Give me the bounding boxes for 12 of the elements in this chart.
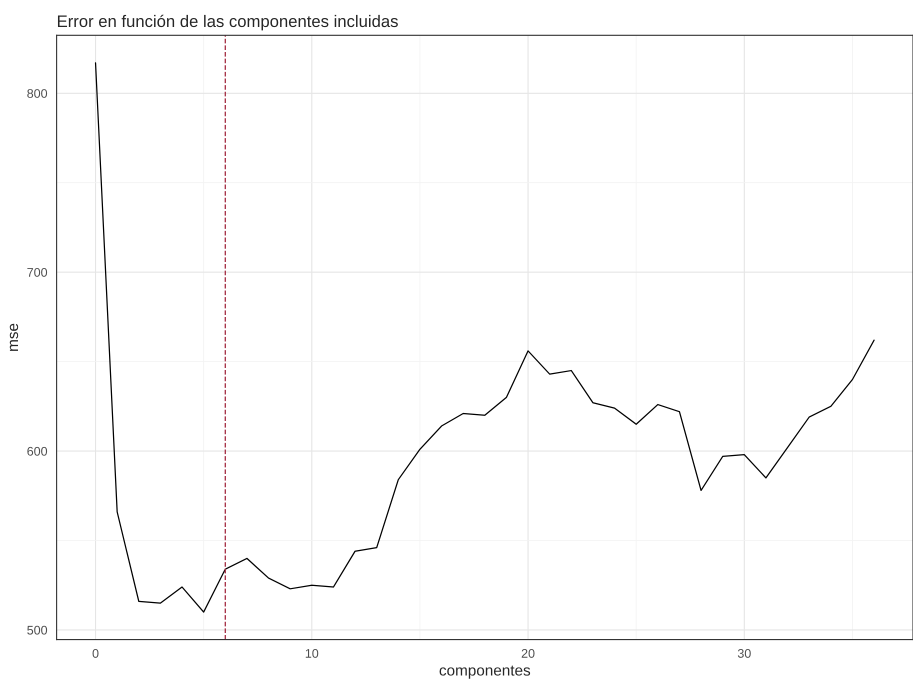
y-axis-title: mse bbox=[10, 324, 18, 351]
x-axis-title: componentes bbox=[440, 666, 530, 679]
y-tick-label: 700 bbox=[27, 268, 48, 277]
y-tick-label: 600 bbox=[27, 446, 48, 456]
y-tick-label: 500 bbox=[27, 626, 48, 635]
chart-title: Error en función de las componentes incluidas bbox=[58, 14, 398, 30]
line-series bbox=[94, 62, 875, 613]
x-tick-label: 20 bbox=[522, 648, 535, 658]
x-tick-label: 30 bbox=[738, 648, 751, 658]
x-tick-label: 0 bbox=[92, 648, 99, 658]
x-tick-label: 10 bbox=[306, 648, 318, 658]
y-tick-label: 800 bbox=[27, 89, 48, 98]
